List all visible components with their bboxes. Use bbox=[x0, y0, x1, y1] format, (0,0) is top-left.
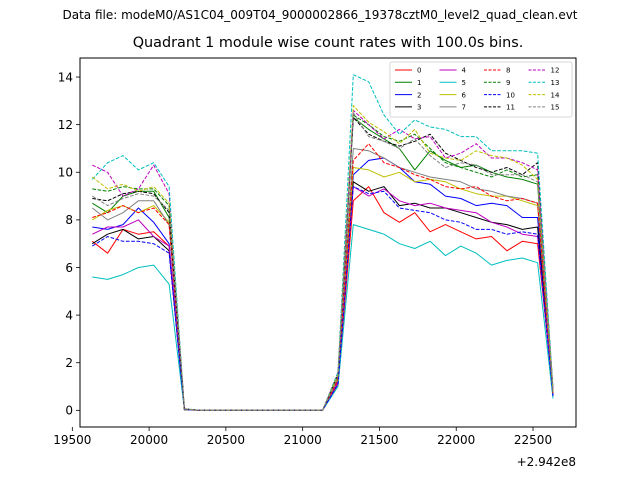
legend-label-4: 4 bbox=[462, 67, 467, 75]
legend-label-13: 13 bbox=[551, 79, 560, 87]
legend-label-9: 9 bbox=[506, 79, 510, 87]
series-line-2 bbox=[92, 157, 554, 411]
axes-frame bbox=[79, 57, 577, 428]
y-axis: 0 2 4 6 8 10 12 14 bbox=[58, 70, 80, 418]
legend-label-15: 15 bbox=[551, 104, 560, 112]
x-axis: 19500 20000 20500 21000 21500 22000 22500 bbox=[53, 427, 552, 447]
x-axis-offset-label: +2.942e8 bbox=[517, 455, 576, 469]
series-line-12 bbox=[92, 109, 554, 411]
x-tick-label: 22500 bbox=[514, 433, 552, 447]
legend-label-8: 8 bbox=[506, 67, 510, 75]
legend-label-2: 2 bbox=[417, 91, 421, 99]
series-line-8 bbox=[92, 143, 554, 411]
chart-title: Quadrant 1 module wise count rates with … bbox=[132, 35, 524, 51]
legend-label-1: 1 bbox=[417, 79, 421, 87]
legend-label-10: 10 bbox=[506, 91, 515, 99]
series-line-1 bbox=[92, 117, 554, 411]
series-line-9 bbox=[92, 114, 554, 411]
x-tick-label: 19500 bbox=[53, 433, 91, 447]
y-tick-label: 12 bbox=[58, 118, 73, 132]
series-line-13 bbox=[91, 74, 554, 411]
y-tick-label: 10 bbox=[58, 166, 73, 180]
x-tick-label: 20000 bbox=[130, 433, 168, 447]
legend-label-7: 7 bbox=[462, 104, 466, 112]
legend-label-0: 0 bbox=[417, 67, 421, 75]
y-tick-label: 8 bbox=[65, 213, 73, 227]
y-tick-label: 0 bbox=[65, 404, 73, 418]
legend-label-12: 12 bbox=[551, 67, 560, 75]
x-tick-label: 22000 bbox=[437, 433, 475, 447]
legend-label-3: 3 bbox=[417, 104, 421, 112]
series-line-15 bbox=[92, 112, 554, 411]
y-tick-label: 2 bbox=[65, 356, 73, 370]
legend-label-5: 5 bbox=[462, 79, 466, 87]
legend-label-6: 6 bbox=[462, 91, 467, 99]
legend-label-11: 11 bbox=[506, 104, 515, 112]
y-tick-label: 14 bbox=[58, 70, 73, 84]
legend-box bbox=[389, 61, 573, 118]
figure-suptitle: Data file: modeM0/AS1C04_009T04_90000028… bbox=[62, 8, 578, 22]
series-line-11 bbox=[92, 117, 554, 411]
series-line-5 bbox=[92, 224, 554, 411]
x-tick-label: 21500 bbox=[360, 433, 398, 447]
series-layer bbox=[91, 74, 554, 411]
y-tick-label: 4 bbox=[65, 308, 73, 322]
y-tick-label: 6 bbox=[65, 261, 73, 275]
legend-label-14: 14 bbox=[551, 91, 560, 99]
x-tick-label: 21000 bbox=[284, 433, 322, 447]
series-line-7 bbox=[91, 148, 554, 411]
x-tick-label: 20500 bbox=[207, 433, 245, 447]
